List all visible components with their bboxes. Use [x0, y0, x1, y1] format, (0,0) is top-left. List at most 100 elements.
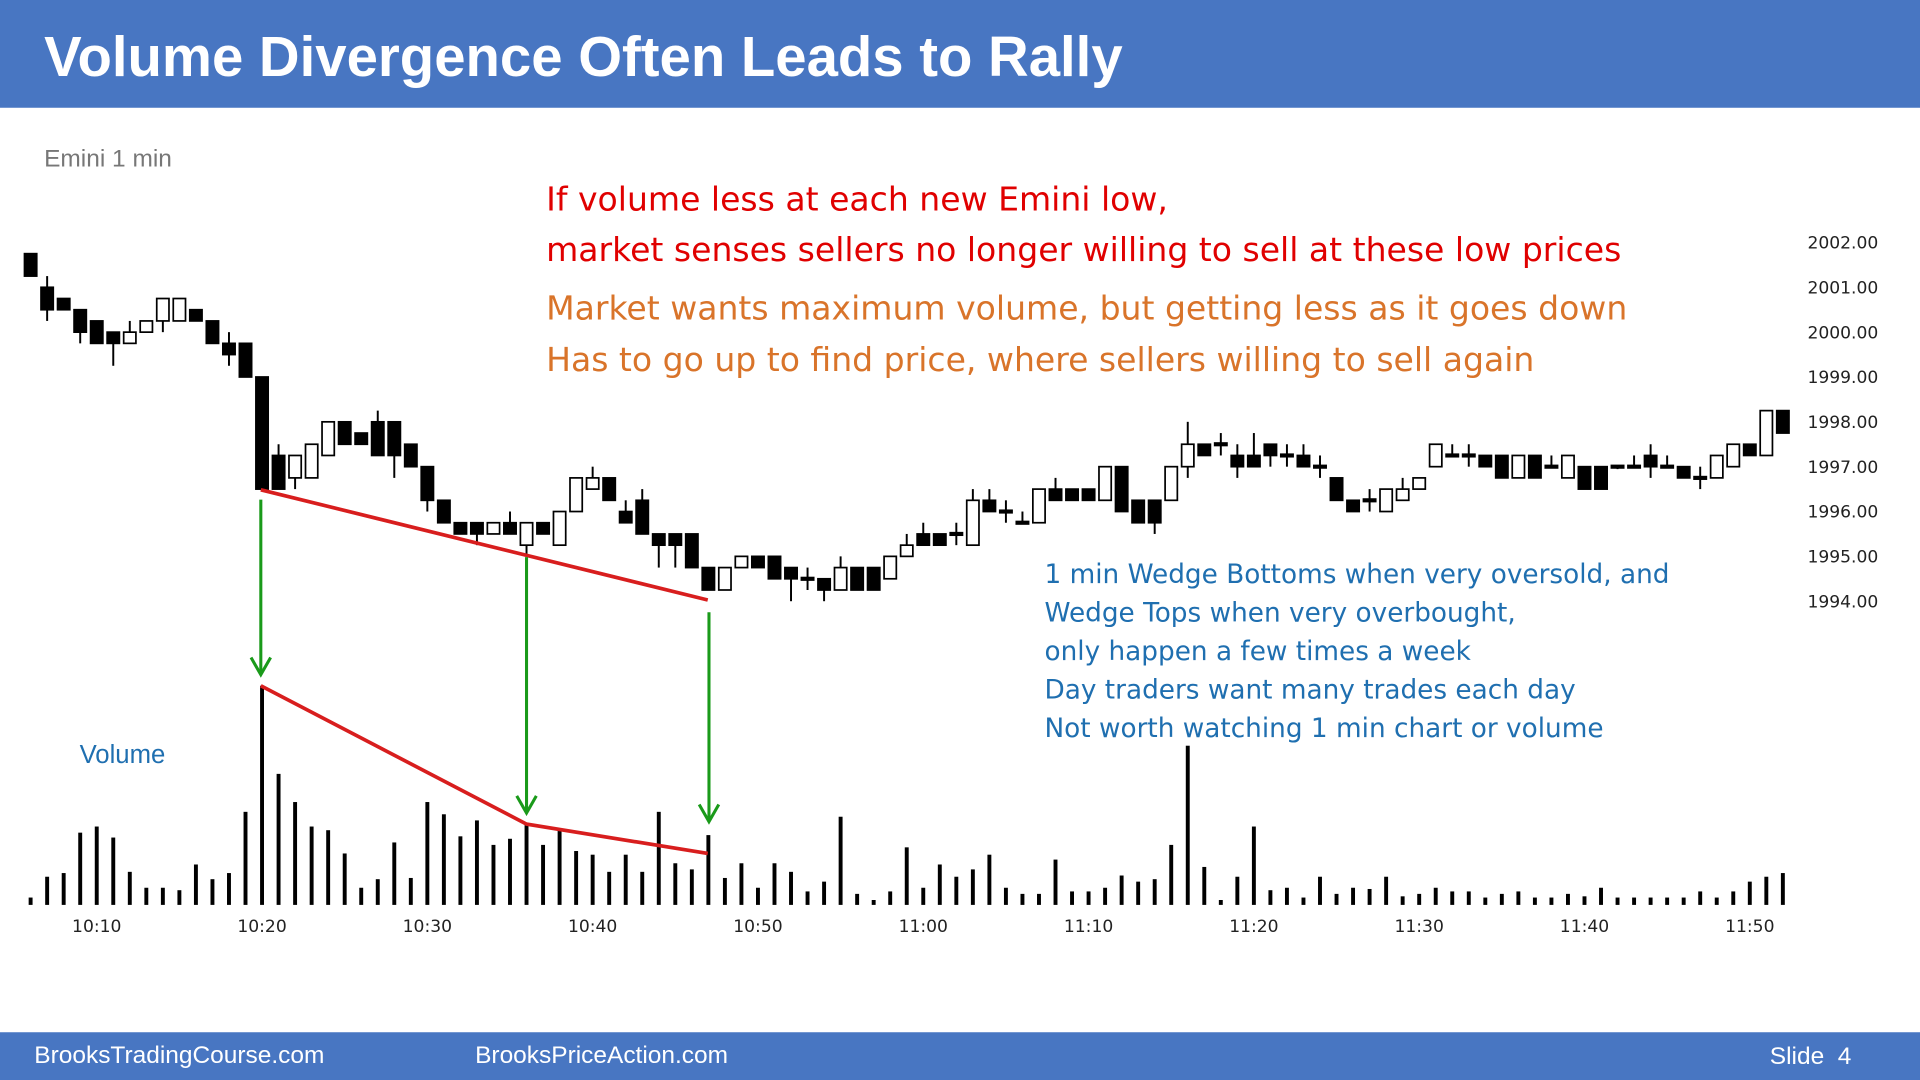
candle-body [1279, 453, 1294, 458]
volume-bar [1549, 897, 1554, 905]
plot: If volume less at each new Emini low, mar… [23, 180, 1878, 937]
candle-body [155, 297, 170, 322]
candle-body [1693, 475, 1708, 480]
x-tick-label: 10:20 [237, 917, 286, 937]
candle-body [1726, 443, 1741, 468]
candle-body [1527, 454, 1542, 479]
candle-body [965, 499, 980, 547]
volume-bar [1218, 900, 1223, 905]
volume-bar [1665, 897, 1670, 905]
candle-body [998, 509, 1013, 514]
volume-bar [805, 891, 810, 905]
candle-body [1131, 499, 1146, 524]
arrow-head [249, 656, 272, 678]
volume-bar [904, 847, 909, 905]
candle-body [1445, 453, 1460, 458]
candle-body [1660, 464, 1675, 469]
volume-bar [1532, 897, 1537, 905]
candle-body [833, 566, 848, 591]
candle-body [1032, 488, 1046, 524]
volume-bar [1251, 826, 1256, 905]
candle-body [949, 531, 964, 537]
candle-body [916, 533, 931, 547]
volume-bar [739, 863, 744, 905]
x-tick-label: 11:40 [1560, 917, 1609, 937]
candle-body [1676, 465, 1691, 479]
volume-bar [838, 816, 843, 905]
x-tick-label: 11:30 [1395, 917, 1444, 937]
candle-body [1230, 454, 1245, 468]
candle-body [1775, 409, 1790, 434]
candle-body [651, 533, 666, 547]
volume-bar [1053, 859, 1058, 905]
volume-bar [772, 863, 777, 905]
candle-body [436, 499, 451, 524]
candle-body [106, 331, 121, 345]
candle-body [982, 499, 997, 513]
volume-bar [1714, 897, 1719, 905]
candle-body [1197, 443, 1212, 457]
volume-bar [94, 826, 99, 905]
candle-body [932, 533, 947, 547]
volume-bar [1152, 879, 1157, 905]
volume-bar [193, 864, 198, 905]
divergence-lines [249, 488, 721, 856]
x-tick-label: 10:10 [72, 917, 121, 937]
annotation-line: Market wants maximum volume, but getting… [546, 289, 1627, 328]
volume-bar [111, 837, 116, 905]
candle-body [1362, 498, 1377, 503]
volume-bar [243, 811, 248, 905]
annotation-line: 1 min Wedge Bottoms when very oversold, … [1044, 560, 1669, 590]
volume-bar [1681, 897, 1686, 905]
candle-body [668, 533, 683, 547]
candle-body [1428, 443, 1443, 468]
x-tick-label: 10:30 [403, 917, 452, 937]
candle-body [717, 566, 732, 591]
candle-body [387, 420, 402, 457]
arrow-head [697, 803, 721, 825]
volume-bar [227, 873, 231, 905]
volume-bar [1648, 897, 1653, 905]
candle-body [1478, 454, 1493, 468]
candle-body [56, 297, 71, 311]
volume-bar [1367, 888, 1372, 905]
volume-bar [1351, 887, 1356, 905]
volume-bar [888, 891, 893, 905]
price-trendline [260, 488, 709, 602]
candle-body [1594, 465, 1608, 490]
candle-body [1296, 454, 1311, 468]
footer-left: BrooksTradingCourse.com [34, 1042, 324, 1069]
candle-body [1511, 454, 1526, 479]
footer-band [0, 1032, 1920, 1080]
annotation-line: Wedge Tops when very overbought, [1044, 598, 1515, 628]
volume-bar [1433, 887, 1438, 905]
volume-bar [1103, 887, 1108, 905]
volume-bar [160, 887, 165, 905]
candle-body [569, 477, 584, 513]
volume-bar [1466, 891, 1471, 905]
x-tick-label: 11:50 [1725, 917, 1774, 937]
candle-body [734, 555, 749, 569]
volume-bar [1698, 891, 1703, 905]
volume-bar [656, 811, 661, 905]
candle-body [899, 544, 914, 558]
candle-body [188, 308, 203, 322]
candle-body [1263, 443, 1278, 457]
volume-bar [937, 864, 942, 905]
slide-title: Volume Divergence Often Leads to Rally [44, 25, 1123, 88]
volume-bar [1747, 881, 1752, 905]
volume-bar [855, 893, 860, 905]
volume-bar [127, 871, 132, 905]
arrow-head [515, 795, 538, 817]
y-tick-label: 1994.00 [1807, 592, 1878, 612]
volume-bar [1731, 891, 1736, 905]
candle-body [1494, 454, 1509, 479]
volume-bar [706, 835, 711, 905]
volume-bar [1384, 876, 1389, 905]
volume-bar [1334, 893, 1339, 905]
candle-body [850, 566, 865, 591]
candle-body [1213, 442, 1228, 447]
candle-body [1610, 464, 1625, 469]
candle-body [1395, 488, 1410, 502]
